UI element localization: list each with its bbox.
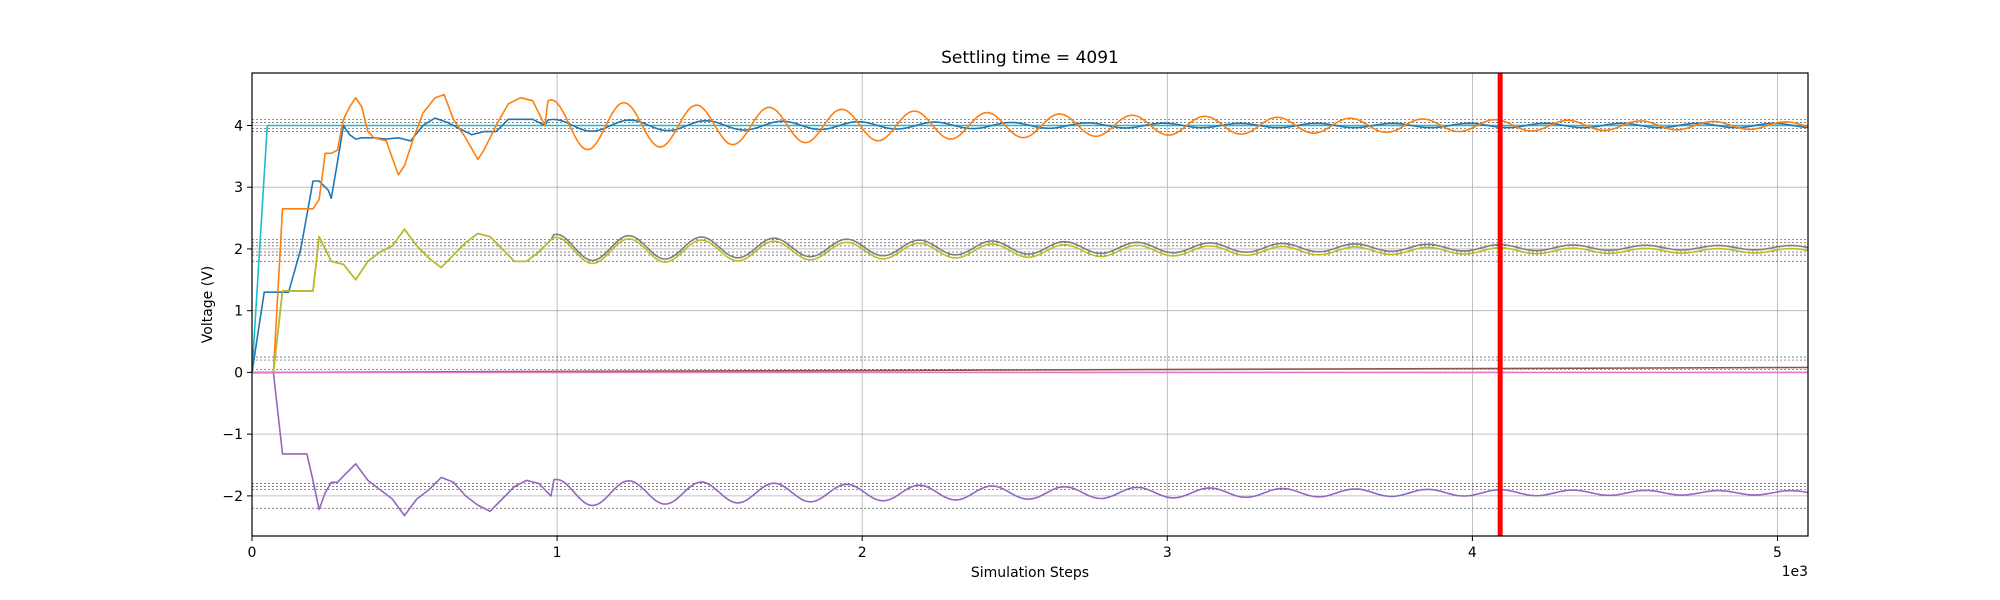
x-tick-label: 4 <box>1468 545 1477 561</box>
series-lines <box>251 93 1809 517</box>
y-tick-label: 4 <box>234 118 243 134</box>
tolerance-bands <box>252 118 1808 509</box>
y-tick-label: 1 <box>234 304 243 320</box>
series-line-1 <box>251 117 1809 373</box>
y-tick-label: 3 <box>234 180 243 196</box>
x-axis-label: Simulation Steps <box>971 565 1089 581</box>
x-axis-multiplier: 1e3 <box>1782 564 1808 580</box>
series-line-4 <box>252 228 1809 374</box>
x-tick-label: 0 <box>248 545 257 561</box>
series-line-5 <box>252 371 1809 517</box>
series-line-6 <box>251 366 1809 374</box>
x-tick-label: 5 <box>1773 545 1782 561</box>
x-tick-label: 1 <box>553 545 562 561</box>
y-tick-label: 0 <box>234 365 243 381</box>
y-tick-label: 2 <box>234 242 243 258</box>
y-tick-label: −2 <box>222 489 243 505</box>
y-tick-label: −1 <box>222 427 243 443</box>
series-line-3 <box>252 228 1809 374</box>
plot-frame <box>251 72 1809 537</box>
y-axis-label: Voltage (V) <box>200 266 216 343</box>
x-tick-label: 2 <box>858 545 867 561</box>
series-line-2 <box>252 93 1809 374</box>
grid-lines <box>251 73 1808 536</box>
chart-title: Settling time = 4091 <box>941 48 1119 68</box>
axis-ticks: 0 1 2 3 4 5 −2 −1 0 1 2 3 4 <box>222 118 1782 561</box>
x-tick-label: 3 <box>1163 545 1172 561</box>
